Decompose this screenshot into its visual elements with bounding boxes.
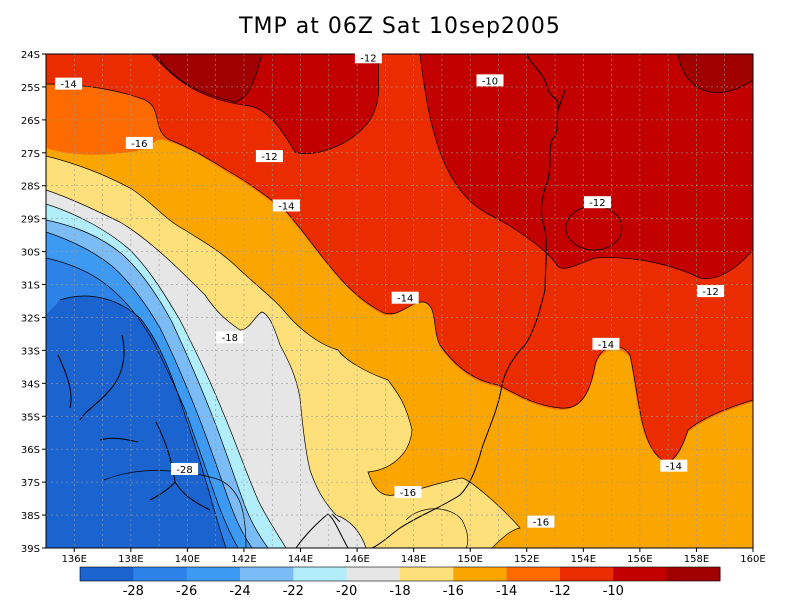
colorbar-swatch	[453, 567, 508, 581]
y-tick-label: 37S	[21, 478, 40, 489]
contour-label: -14	[666, 462, 682, 473]
colorbar-swatch	[80, 567, 134, 581]
contour-label: -14	[60, 80, 76, 91]
colorbar-swatch	[560, 567, 614, 581]
colorbar-swatch	[506, 567, 561, 581]
contour-label-bg	[697, 285, 725, 298]
colorbar-swatch	[400, 567, 454, 581]
x-tick-label: 138E	[118, 554, 143, 565]
colorbar-swatch	[240, 567, 294, 581]
y-axis-ticks: 24S 25S 26S 27S 28S 29S 30S 31S 32S 33S 34S 35S 36S 3…	[21, 50, 46, 555]
colorbar-swatch	[346, 567, 401, 581]
contour-lines	[46, 54, 753, 548]
colorbar-frame	[79, 566, 721, 582]
y-tick-label: 24S	[21, 50, 40, 61]
contour-label: -16	[131, 139, 147, 150]
contour-labels-group: -14 -12 -10 -16 -12 -14 -12 -14 -12 -18 -14 -14 -28 -…	[55, 51, 725, 529]
y-tick-label: 28S	[21, 182, 40, 193]
colorbar-label: -22	[283, 584, 304, 599]
contour-label-bg	[583, 196, 611, 209]
band-above-minus10-east	[678, 54, 753, 93]
colorbar-swatch	[666, 567, 721, 581]
y-tick-label: 35S	[21, 412, 40, 423]
colorbar-swatch	[133, 567, 188, 581]
colorbar-label: -20	[336, 584, 357, 599]
y-tick-label: 29S	[21, 215, 40, 226]
colorbar-swatch	[186, 567, 241, 581]
y-tick-label: 36S	[21, 445, 40, 456]
x-axis-ticks: 136E 138E 140E 142E 144E 146E 148E 150E 152E 154E…	[62, 548, 766, 565]
y-tick-label: 33S	[21, 346, 40, 357]
x-tick-label: 152E	[514, 554, 539, 565]
coastlines	[57, 54, 566, 548]
y-tick-label: 25S	[21, 83, 40, 94]
chart-title: TMP at 06Z Sat 10sep2005	[239, 14, 561, 39]
y-tick-label: 38S	[21, 511, 40, 522]
contour-label-bg	[476, 74, 504, 87]
contour-label-bg	[272, 199, 300, 212]
y-tick-label: 32S	[21, 313, 40, 324]
x-tick-label: 136E	[62, 554, 87, 565]
x-tick-label: 150E	[457, 554, 482, 565]
contour-label: -12	[261, 152, 277, 163]
x-tick-label: 154E	[571, 554, 596, 565]
x-tick-label: 148E	[401, 554, 426, 565]
colorbar-label: -12	[549, 584, 570, 599]
x-tick-label: 146E	[344, 554, 369, 565]
plot-frame	[45, 53, 754, 549]
colorbar-label: -28	[123, 584, 144, 599]
y-tick-label: 27S	[21, 149, 40, 160]
colorbar-label: -10	[603, 584, 624, 599]
contour-label: -12	[702, 287, 718, 298]
contour-label: -10	[482, 76, 498, 87]
contour-label-bg	[125, 136, 153, 149]
contour-label-bg	[660, 459, 688, 472]
colorbar-label: -24	[229, 584, 250, 599]
x-tick-label: 156E	[627, 554, 652, 565]
colorbar-label: -18	[389, 584, 410, 599]
y-tick-label: 26S	[21, 116, 40, 127]
y-tick-label: 31S	[21, 281, 40, 292]
colorbar-label: -14	[496, 584, 517, 599]
x-tick-label: 160E	[740, 554, 765, 565]
x-tick-label: 140E	[175, 554, 200, 565]
contour-label-bg	[391, 291, 419, 304]
contour-label: -16	[400, 488, 416, 499]
contour-label: -14	[397, 294, 413, 305]
y-tick-label: 30S	[21, 248, 40, 259]
contour-label-bg	[527, 515, 555, 528]
contour-label-bg	[394, 486, 422, 499]
contour-label-bg	[216, 331, 244, 344]
contour-label: -16	[533, 518, 549, 529]
contour-label: -12	[589, 198, 605, 209]
contour-label-bg	[592, 337, 620, 350]
colorbar-swatch	[613, 567, 668, 581]
band-below-minus28	[46, 296, 226, 548]
temperature-fields	[46, 54, 753, 548]
contour-label: -28	[176, 465, 192, 476]
contour-label-bg	[255, 150, 283, 163]
contour-label: -18	[222, 333, 238, 344]
contour-label-bg	[171, 462, 199, 475]
x-tick-label: 142E	[231, 554, 256, 565]
colorbar: -28 -26 -24 -22 -20 -18 -16 -14 -12 -10	[79, 566, 721, 599]
contour-label: -14	[278, 201, 294, 212]
colorbar-label: -26	[176, 584, 197, 599]
colorbar-swatch	[293, 567, 348, 581]
x-tick-label: 158E	[684, 554, 709, 565]
colorbar-label: -16	[443, 584, 464, 599]
contour-label-bg	[55, 77, 83, 90]
contour-label-bg	[354, 51, 382, 64]
contour-label: -14	[598, 340, 614, 351]
y-tick-label: 34S	[21, 379, 40, 390]
x-tick-label: 144E	[288, 554, 313, 565]
contour-label: -12	[360, 53, 376, 64]
band-above-minus10-west	[155, 54, 262, 102]
y-tick-label: 39S	[21, 544, 40, 555]
band-island-minus12	[566, 206, 622, 250]
